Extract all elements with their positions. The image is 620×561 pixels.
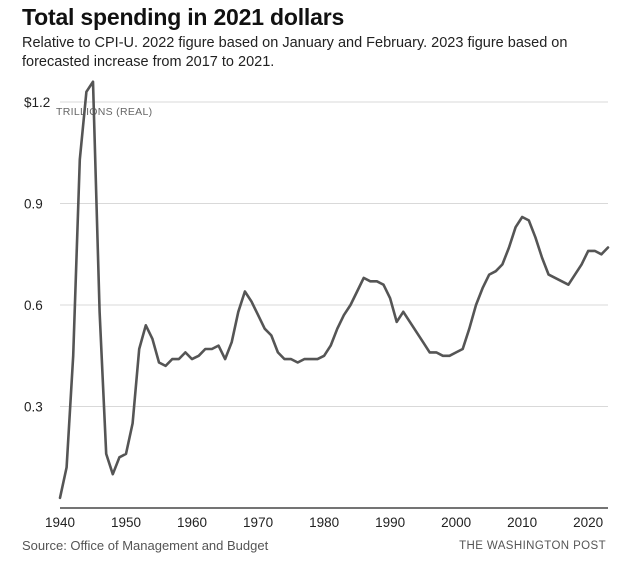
y-tick-label: 0.3 [24,400,43,415]
x-tick-label: 2010 [507,515,537,530]
x-tick-label: 1990 [375,515,405,530]
publisher-credit: THE WASHINGTON POST [459,540,606,552]
x-tick-label: 2020 [573,515,603,530]
unit-label: TRILLIONS (REAL) [56,106,152,118]
x-tick-label: 1950 [111,515,141,530]
chart-subtitle: Relative to CPI-U. 2022 figure based on … [22,35,568,70]
series-line-0 [58,80,610,500]
x-tick-label: 1980 [309,515,339,530]
y-tick-labels: 0.3 0.6 0.9 $1.2 [24,95,50,415]
y-tick-label: 0.6 [24,298,43,313]
x-tick-label: 2000 [441,515,471,530]
x-tick-labels: 1940 1950 1960 1970 1980 1990 2000 2010 2020 [45,515,603,530]
chart-title: Total spending in 2021 dollars [22,4,345,30]
x-tick-label: 1940 [45,515,75,530]
x-tick-label: 1970 [243,515,273,530]
x-tick-label: 1960 [177,515,207,530]
gridlines [60,101,608,407]
y-tick-label: 0.9 [24,197,43,212]
series-group [58,80,610,500]
source-note: Source: Office of Management and Budget [22,538,269,553]
y-tick-label: $1.2 [24,95,50,110]
